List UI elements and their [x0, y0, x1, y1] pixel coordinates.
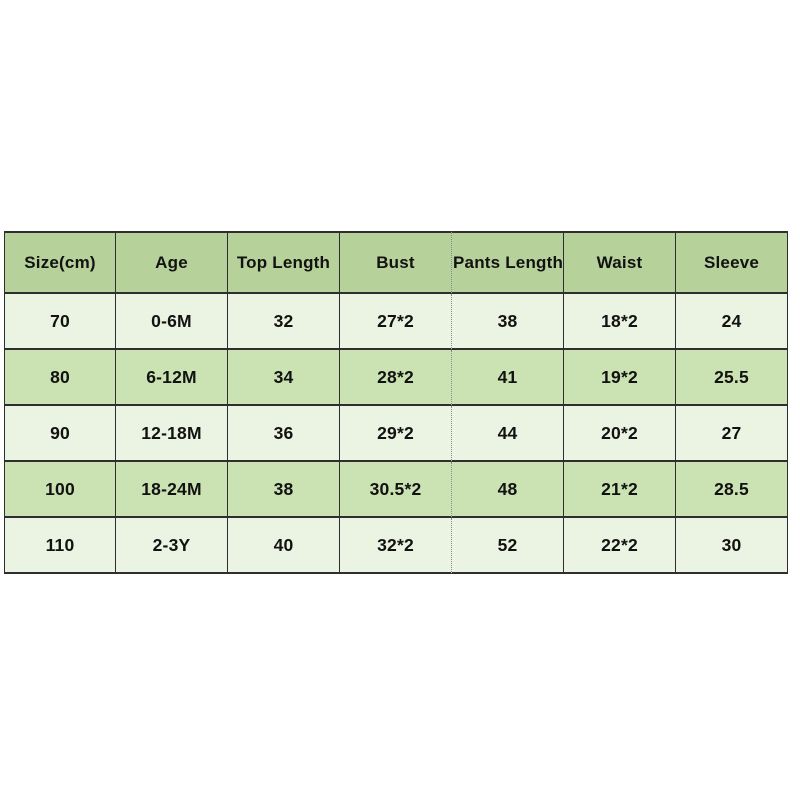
col-header-size: Size(cm) — [4, 231, 116, 294]
table-cell: 40 — [228, 518, 340, 574]
table-cell: 41 — [452, 350, 564, 406]
table-cell: 32 — [228, 294, 340, 350]
table-cell: 34 — [228, 350, 340, 406]
table-cell: 90 — [4, 406, 116, 462]
table-cell: 32*2 — [340, 518, 452, 574]
table-cell: 28*2 — [340, 350, 452, 406]
table-row-size-90: 90 12-18M 36 29*2 44 20*2 27 — [4, 406, 788, 462]
table-cell: 27 — [676, 406, 788, 462]
table-row-size-70: 70 0-6M 32 27*2 38 18*2 24 — [4, 294, 788, 350]
table-cell: 21*2 — [564, 462, 676, 518]
table-cell: 30.5*2 — [340, 462, 452, 518]
table-cell: 36 — [228, 406, 340, 462]
table-cell: 0-6M — [116, 294, 228, 350]
table-cell: 70 — [4, 294, 116, 350]
col-header-age: Age — [116, 231, 228, 294]
col-header-top-length: Top Length — [228, 231, 340, 294]
table-row-size-80: 80 6-12M 34 28*2 41 19*2 25.5 — [4, 350, 788, 406]
table-cell: 18-24M — [116, 462, 228, 518]
table-cell: 28.5 — [676, 462, 788, 518]
table-cell: 48 — [452, 462, 564, 518]
table-cell: 38 — [452, 294, 564, 350]
table-cell: 18*2 — [564, 294, 676, 350]
table-cell: 19*2 — [564, 350, 676, 406]
table-cell: 22*2 — [564, 518, 676, 574]
table-cell: 30 — [676, 518, 788, 574]
table-cell: 110 — [4, 518, 116, 574]
table-cell: 12-18M — [116, 406, 228, 462]
table-cell: 52 — [452, 518, 564, 574]
table-cell: 29*2 — [340, 406, 452, 462]
table-cell: 100 — [4, 462, 116, 518]
col-header-waist: Waist — [564, 231, 676, 294]
table-cell: 38 — [228, 462, 340, 518]
size-chart-table: Size(cm) Age Top Length Bust Pants Lengt… — [4, 231, 788, 574]
table-cell: 6-12M — [116, 350, 228, 406]
table-cell: 80 — [4, 350, 116, 406]
header-row: Size(cm) Age Top Length Bust Pants Lengt… — [4, 231, 788, 294]
col-header-pants-length: Pants Length — [452, 231, 564, 294]
table-row-size-100: 100 18-24M 38 30.5*2 48 21*2 28.5 — [4, 462, 788, 518]
table-cell: 25.5 — [676, 350, 788, 406]
col-header-bust: Bust — [340, 231, 452, 294]
table-cell: 44 — [452, 406, 564, 462]
table-row-size-110: 110 2-3Y 40 32*2 52 22*2 30 — [4, 518, 788, 574]
table-cell: 20*2 — [564, 406, 676, 462]
col-header-sleeve: Sleeve — [676, 231, 788, 294]
table-cell: 24 — [676, 294, 788, 350]
table-cell: 2-3Y — [116, 518, 228, 574]
table-cell: 27*2 — [340, 294, 452, 350]
